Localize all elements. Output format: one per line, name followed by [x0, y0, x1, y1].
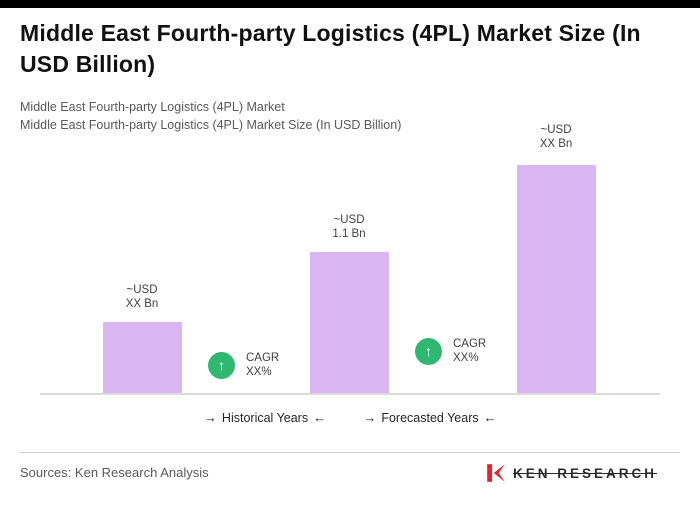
arrow-left-icon: ←: [313, 410, 327, 425]
cagr-text: CAGR XX%: [453, 337, 486, 365]
axis-label-historical: → Historical Years ←: [170, 410, 360, 425]
cagr-label: CAGR: [246, 352, 280, 364]
axis-label-forecasted: → Forecasted Years ←: [340, 410, 520, 425]
bar-value-label: ~USD XX Bn: [82, 283, 202, 311]
subtitle-line-2: Middle East Fourth-party Logistics (4PL)…: [20, 118, 402, 132]
cagr-text: CAGR XX%: [246, 351, 279, 379]
cagr-annotation: ↑ CAGR XX%: [208, 351, 279, 379]
up-arrow-icon: ↑: [218, 357, 225, 373]
arrow-right-icon: →: [363, 410, 377, 425]
bar-value-line: ~USD: [126, 284, 158, 296]
bar-forecast: [517, 165, 596, 394]
bar-value-line: 1.1 Bn: [332, 228, 366, 240]
x-axis-baseline: [40, 393, 660, 395]
bar-value-label: ~USD 1.1 Bn: [289, 213, 409, 241]
historical-years-label: Historical Years: [221, 411, 309, 425]
sources-text: Sources: Ken Research Analysis: [20, 465, 209, 480]
up-arrow-icon: ↑: [425, 343, 432, 359]
bar-current: [310, 252, 389, 394]
page-title: Middle East Fourth-party Logistics (4PL)…: [20, 20, 641, 77]
bar-value-label: ~USD XX Bn: [496, 123, 616, 151]
footer-divider: [20, 452, 680, 453]
cagr-up-icon: ↑: [208, 351, 235, 379]
ken-research-logo: KEN RESEARCH: [485, 462, 658, 484]
bar-historical: [103, 322, 182, 394]
bar-value-line: XX Bn: [125, 298, 159, 310]
bar-value-line: ~USD: [540, 124, 572, 136]
forecasted-years-label: Forecasted Years: [381, 411, 479, 425]
cagr-label: CAGR: [453, 338, 487, 350]
cagr-value: XX%: [246, 366, 272, 378]
bar-value-line: ~USD: [333, 214, 365, 226]
top-bar: [0, 0, 700, 8]
cagr-annotation: ↑ CAGR XX%: [415, 337, 486, 365]
arrow-right-icon: →: [203, 410, 217, 425]
cagr-up-icon: ↑: [415, 337, 442, 365]
subtitle-line-1: Middle East Fourth-party Logistics (4PL)…: [20, 100, 285, 114]
arrow-left-icon: ←: [483, 410, 497, 425]
bar-value-line: XX Bn: [539, 138, 573, 150]
ken-research-logo-text: KEN RESEARCH: [513, 464, 658, 482]
ken-research-logo-icon: [487, 464, 505, 482]
cagr-value: XX%: [453, 352, 479, 364]
